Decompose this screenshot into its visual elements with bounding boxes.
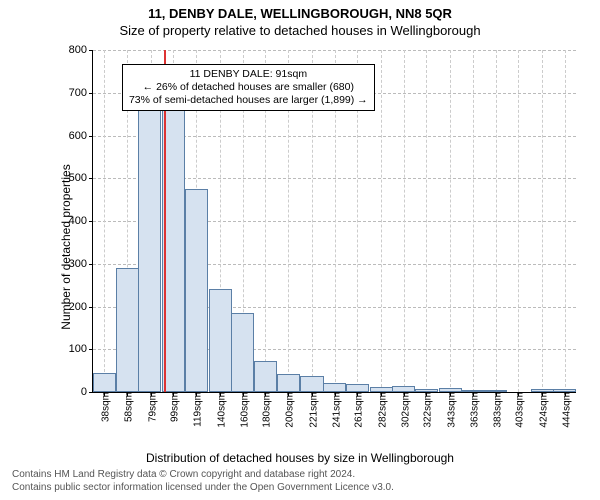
- xtick-label: 140sqm: [212, 392, 227, 428]
- chart-area: Number of detached properties 0100200300…: [58, 44, 582, 449]
- xtick-label: 119sqm: [189, 392, 204, 427]
- ytick-mark: [89, 136, 93, 137]
- xtick-label: 38sqm: [97, 392, 112, 422]
- plot-region: 010020030040050060070080038sqm58sqm79sqm…: [92, 50, 576, 393]
- chart-container: 11, DENBY DALE, WELLINGBOROUGH, NN8 5QR …: [0, 0, 600, 500]
- histogram-bar: [300, 376, 323, 392]
- title-line2: Size of property relative to detached ho…: [0, 23, 600, 38]
- histogram-bar: [209, 289, 232, 392]
- ytick-mark: [89, 50, 93, 51]
- histogram-bar: [138, 101, 161, 392]
- gridline-v: [381, 50, 382, 392]
- xtick-label: 343sqm: [443, 392, 458, 428]
- gridline-v: [518, 50, 519, 392]
- xtick-label: 241sqm: [327, 392, 342, 428]
- gridline-v: [104, 50, 105, 392]
- histogram-bar: [277, 374, 300, 392]
- histogram-bar: [439, 388, 462, 392]
- xtick-label: 261sqm: [350, 392, 365, 428]
- gridline-v: [542, 50, 543, 392]
- histogram-bar: [254, 361, 277, 392]
- xtick-label: 221sqm: [304, 392, 319, 428]
- info-box: 11 DENBY DALE: 91sqm← 26% of detached ho…: [122, 64, 375, 111]
- title-line1: 11, DENBY DALE, WELLINGBOROUGH, NN8 5QR: [0, 6, 600, 21]
- histogram-bar: [461, 390, 484, 392]
- xtick-label: 79sqm: [143, 392, 158, 422]
- info-box-line3: 73% of semi-detached houses are larger (…: [129, 94, 368, 107]
- gridline-v: [404, 50, 405, 392]
- xtick-label: 180sqm: [258, 392, 273, 428]
- gridline-v: [450, 50, 451, 392]
- histogram-bar: [553, 389, 576, 392]
- histogram-bar: [415, 389, 438, 392]
- xtick-label: 200sqm: [281, 392, 296, 428]
- xtick-label: 363sqm: [465, 392, 480, 428]
- ytick-mark: [89, 307, 93, 308]
- ytick-mark: [89, 221, 93, 222]
- xtick-label: 383sqm: [488, 392, 503, 428]
- histogram-bar: [323, 383, 346, 392]
- histogram-bar: [531, 389, 554, 392]
- histogram-bar: [370, 387, 393, 392]
- gridline-v: [426, 50, 427, 392]
- footer-attribution: Contains HM Land Registry data © Crown c…: [0, 465, 600, 500]
- x-axis-label: Distribution of detached houses by size …: [0, 451, 600, 465]
- xtick-label: 282sqm: [373, 392, 388, 428]
- ytick-mark: [89, 349, 93, 350]
- histogram-bar: [484, 390, 507, 392]
- ytick-mark: [89, 392, 93, 393]
- info-box-line1: 11 DENBY DALE: 91sqm: [129, 68, 368, 81]
- footer-line2: Contains public sector information licen…: [12, 482, 588, 495]
- gridline-v: [496, 50, 497, 392]
- info-box-line2: ← 26% of detached houses are smaller (68…: [129, 81, 368, 94]
- gridline-v: [565, 50, 566, 392]
- histogram-bar: [231, 313, 254, 392]
- ytick-mark: [89, 178, 93, 179]
- xtick-label: 58sqm: [120, 392, 135, 422]
- histogram-bar: [93, 373, 116, 392]
- xtick-label: 99sqm: [166, 392, 181, 422]
- xtick-label: 322sqm: [419, 392, 434, 428]
- xtick-label: 424sqm: [534, 392, 549, 428]
- xtick-label: 444sqm: [557, 392, 572, 428]
- histogram-bar: [346, 384, 369, 392]
- xtick-label: 160sqm: [235, 392, 250, 428]
- gridline-v: [473, 50, 474, 392]
- xtick-label: 403sqm: [511, 392, 526, 428]
- title-block: 11, DENBY DALE, WELLINGBOROUGH, NN8 5QR …: [0, 0, 600, 38]
- xtick-label: 302sqm: [396, 392, 411, 428]
- histogram-bar: [185, 189, 208, 392]
- ytick-mark: [89, 264, 93, 265]
- histogram-bar: [116, 268, 139, 392]
- ytick-mark: [89, 93, 93, 94]
- histogram-bar: [392, 386, 415, 392]
- footer-line1: Contains HM Land Registry data © Crown c…: [12, 469, 588, 482]
